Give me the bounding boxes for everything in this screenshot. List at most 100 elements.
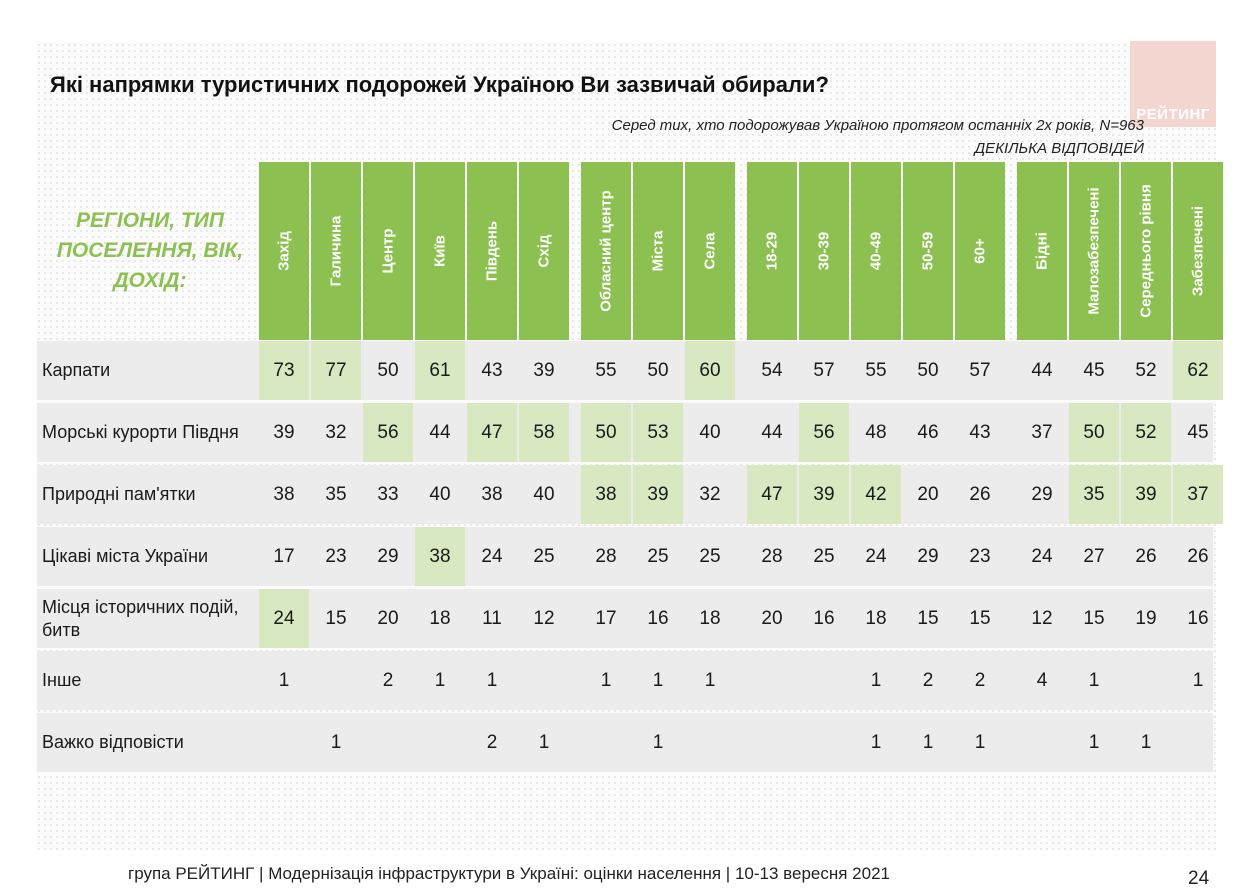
table-cell: 1 — [600, 669, 612, 691]
row-label: Інше — [42, 670, 82, 690]
table-cell: 58 — [519, 403, 569, 462]
column-header-label: Обласний центр — [597, 190, 615, 312]
table-row — [37, 527, 1213, 586]
row-label: Природні пам'ятки — [42, 484, 196, 504]
table-cell: 19 — [1135, 607, 1157, 629]
table-cell: 44 — [429, 421, 451, 443]
table-cell — [685, 713, 735, 772]
table-cell: 1 — [870, 669, 882, 691]
table-cell: 20 — [917, 483, 939, 505]
table-cell: 38 — [581, 465, 631, 524]
table-cell: 2 — [922, 669, 934, 691]
table-cell: 43 — [481, 359, 503, 381]
table-cell: 15 — [325, 607, 347, 629]
column-header: Обласний центр — [581, 162, 631, 340]
table-row — [37, 651, 1213, 710]
table-cell: 2 — [486, 731, 498, 753]
table-cell: 56 — [799, 403, 849, 462]
table-cell: 44 — [1031, 359, 1053, 381]
table-cell: 44 — [761, 421, 783, 443]
table-cell — [747, 713, 797, 772]
table-cell — [1121, 651, 1171, 710]
table-cell: 28 — [761, 545, 783, 567]
table-cell: 15 — [969, 607, 991, 629]
table-cell: 45 — [1187, 421, 1209, 443]
column-header: 60+ — [955, 162, 1005, 340]
table-cell: 1 — [652, 669, 664, 691]
column-header: 40-49 — [851, 162, 901, 340]
table-cell: 18 — [865, 607, 887, 629]
sample-note: Серед тих, хто подорожував Україною прот… — [611, 117, 1144, 134]
table-cell: 1 — [486, 669, 498, 691]
row-label: Карпати — [42, 360, 111, 380]
rating-logo: РЕЙТИНГ — [1130, 41, 1216, 127]
table-cell: 62 — [1173, 341, 1223, 400]
column-header-label: Середнього рівня — [1137, 184, 1155, 318]
table-cell: 50 — [647, 359, 669, 381]
table-cell: 18 — [699, 607, 721, 629]
table-cell: 2 — [974, 669, 986, 691]
table-cell — [581, 713, 631, 772]
table-cell: 16 — [813, 607, 835, 629]
table-cell: 38 — [273, 483, 295, 505]
table-cell: 50 — [581, 403, 631, 462]
table-cell: 42 — [851, 465, 901, 524]
table-cell: 17 — [595, 607, 617, 629]
footer-text: група РЕЙТИНГ | Модернізація інфраструкт… — [128, 864, 890, 883]
multiple-answers-note: ДЕКІЛЬКА ВІДПОВІДЕЙ — [974, 140, 1144, 157]
table-cell: 24 — [259, 589, 309, 648]
table-cell: 50 — [1069, 403, 1119, 462]
column-header-label: Галичина — [327, 215, 345, 287]
category-label: РЕГІОНИ, ТИП ПОСЕЛЕННЯ, ВІК, ДОХІД: — [56, 209, 244, 292]
table-cell: 12 — [1031, 607, 1053, 629]
table-cell: 47 — [467, 403, 517, 462]
column-header: Міста — [633, 162, 683, 340]
table-cell: 32 — [325, 421, 347, 443]
table-cell — [1017, 713, 1067, 772]
table-cell — [1173, 713, 1223, 772]
table-cell: 2 — [382, 669, 394, 691]
table-cell: 15 — [1083, 607, 1105, 629]
table-cell: 28 — [595, 545, 617, 567]
table-cell: 20 — [761, 607, 783, 629]
table-cell: 29 — [1031, 483, 1053, 505]
table-cell: 35 — [325, 483, 347, 505]
table-row — [37, 341, 1213, 400]
table-cell: 1 — [974, 731, 986, 753]
column-header: 18-29 — [747, 162, 797, 340]
table-cell: 1 — [538, 731, 550, 753]
table-cell: 52 — [1121, 403, 1171, 462]
column-header-label: Села — [701, 232, 719, 270]
column-header: Галичина — [311, 162, 361, 340]
table-cell: 1 — [652, 731, 664, 753]
table-cell: 38 — [415, 527, 465, 586]
table-cell: 15 — [917, 607, 939, 629]
logo-text: РЕЙТИНГ — [1136, 106, 1210, 123]
table-cell: 32 — [699, 483, 721, 505]
table-cell: 39 — [633, 465, 683, 524]
column-header-label: 18-29 — [763, 231, 781, 271]
table-cell: 56 — [363, 403, 413, 462]
table-cell: 46 — [917, 421, 939, 443]
table-cell — [747, 651, 797, 710]
table-cell: 18 — [429, 607, 451, 629]
row-label: Важко відповісти — [42, 732, 184, 752]
table-cell: 23 — [969, 545, 991, 567]
table-cell: 40 — [429, 483, 451, 505]
table-cell: 38 — [481, 483, 503, 505]
table-cell: 1 — [870, 731, 882, 753]
table-cell — [311, 651, 361, 710]
table-cell: 39 — [273, 421, 295, 443]
table-cell: 45 — [1083, 359, 1105, 381]
table-cell: 50 — [377, 359, 399, 381]
table-cell: 48 — [865, 421, 887, 443]
table-cell: 26 — [969, 483, 991, 505]
table-cell — [799, 651, 849, 710]
table-cell: 57 — [969, 359, 991, 381]
table-cell: 47 — [747, 465, 797, 524]
column-header-label: 50-59 — [919, 231, 937, 271]
table-cell: 26 — [1187, 545, 1209, 567]
table-cell: 16 — [647, 607, 669, 629]
page-number: 24 — [1188, 868, 1210, 889]
table-cell: 1 — [1192, 669, 1204, 691]
